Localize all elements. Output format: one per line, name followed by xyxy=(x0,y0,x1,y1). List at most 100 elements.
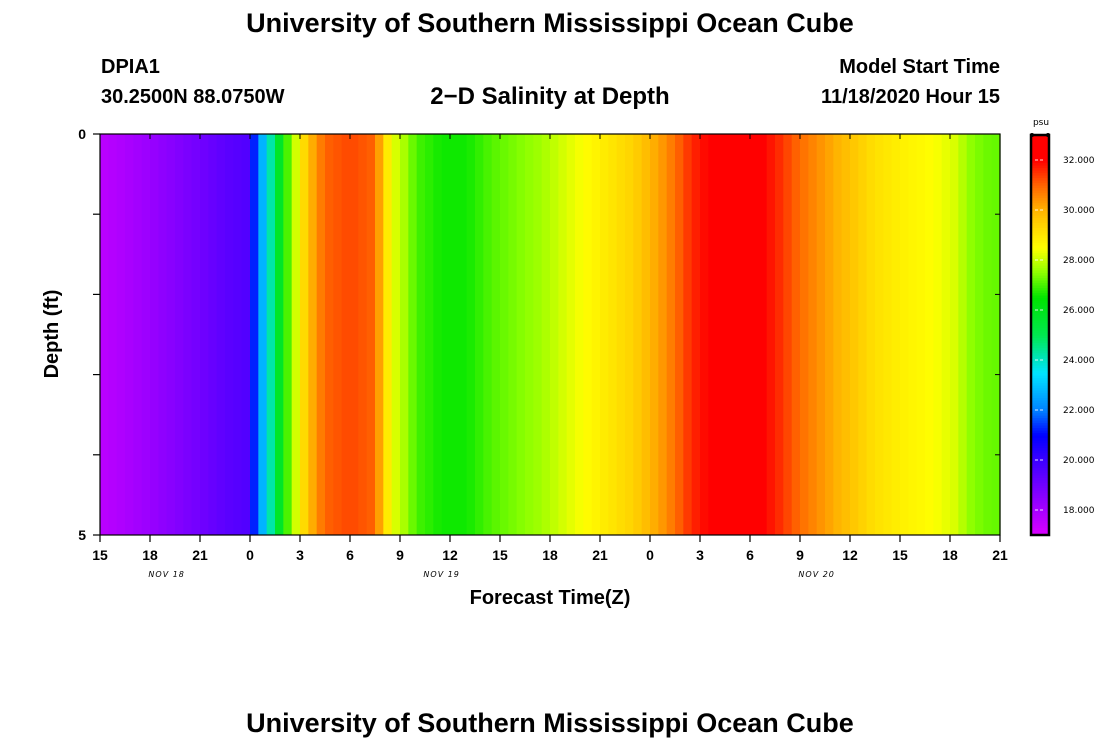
colorbar-cell xyxy=(1031,140,1049,144)
x-axis: 15 18 21 0 3 6 9 12 15 18 21 0 3 6 9 12 15 18 21 NOV 18 NOV … xyxy=(92,134,1008,579)
colorbar-cell xyxy=(1031,172,1049,176)
model-start-label: Model Start Time xyxy=(839,56,1000,78)
heatmap-cell xyxy=(291,134,301,535)
heatmap-cell xyxy=(708,134,718,535)
colorbar-cell xyxy=(1031,307,1049,311)
colorbar-cell xyxy=(1031,265,1049,269)
heatmap-cell xyxy=(658,134,668,535)
colorbar-cell xyxy=(1031,270,1049,274)
colorbar-cell xyxy=(1031,437,1049,441)
heatmap-cell xyxy=(500,134,509,535)
colorbar-cell xyxy=(1031,320,1049,324)
colorbar-cell xyxy=(1031,447,1049,451)
colorbar-end-marker xyxy=(1046,133,1050,137)
colorbar-cell xyxy=(1031,382,1049,386)
heatmap-cell xyxy=(475,134,484,535)
colorbar-cell xyxy=(1031,310,1049,314)
colorbar-tick-label: 30.000 xyxy=(1063,206,1095,216)
x-axis-title: Forecast Time(Z) xyxy=(470,587,631,609)
colorbar-cell xyxy=(1031,317,1049,321)
heatmap-cell xyxy=(758,134,768,535)
colorbar-cell xyxy=(1031,170,1049,174)
colorbar-tick-label: 18.000 xyxy=(1063,506,1095,516)
colorbar-cell xyxy=(1031,337,1049,341)
heatmap-cell xyxy=(691,134,701,535)
colorbar-cell xyxy=(1031,212,1049,216)
colorbar-cell xyxy=(1031,232,1049,236)
heatmap-cell xyxy=(808,134,818,535)
colorbar-cell xyxy=(1031,475,1049,479)
x-tick-label: 0 xyxy=(646,547,654,563)
heatmap-cell xyxy=(266,134,276,535)
colorbar-cell xyxy=(1031,285,1049,289)
colorbar-cell xyxy=(1031,522,1049,526)
colorbar-cell xyxy=(1031,375,1049,379)
colorbar-cell xyxy=(1031,465,1049,469)
x-tick-label: 21 xyxy=(992,547,1008,563)
heatmap-cell xyxy=(525,134,534,535)
colorbar-cell xyxy=(1031,162,1049,166)
heatmap-cell xyxy=(983,134,993,535)
x-tick-label: 9 xyxy=(796,547,804,563)
colorbar-tick-label: 20.000 xyxy=(1063,456,1095,466)
colorbar-cell xyxy=(1031,245,1049,249)
colorbar-cell xyxy=(1031,135,1049,139)
colorbar-cell xyxy=(1031,485,1049,489)
heatmap-cell xyxy=(125,134,134,535)
station-id: DPIA1 xyxy=(101,56,160,78)
heatmap-cell xyxy=(975,134,984,535)
y-axis-title: Depth (ft) xyxy=(41,290,63,379)
title-top: University of Southern Mississippi Ocean… xyxy=(246,8,854,38)
heatmap-cell xyxy=(741,134,751,535)
heatmap-cell xyxy=(158,134,168,535)
colorbar-cell xyxy=(1031,237,1049,241)
x-tick-label: 12 xyxy=(442,547,458,563)
colorbar-cell xyxy=(1031,505,1049,509)
heatmap-cell xyxy=(441,134,451,535)
colorbar-cell xyxy=(1031,525,1049,529)
heatmap-cell xyxy=(583,134,593,535)
colorbar-cell xyxy=(1031,425,1049,429)
heatmap-cell xyxy=(966,134,976,535)
colorbar-tick-label: 28.000 xyxy=(1063,256,1095,266)
colorbar-tick-label: 24.000 xyxy=(1063,356,1095,366)
colorbar-cell xyxy=(1031,422,1049,426)
heatmap-cell xyxy=(925,134,934,535)
heatmap-cell xyxy=(766,134,776,535)
heatmap-cell xyxy=(841,134,851,535)
heatmap-cell xyxy=(891,134,901,535)
colorbar: psu 18.000 20.000 22.000 24.000 26.000 28.000… xyxy=(1029,118,1095,537)
colorbar-cell xyxy=(1031,325,1049,329)
colorbar-cell xyxy=(1031,430,1049,434)
colorbar-tick-label: 26.000 xyxy=(1063,306,1095,316)
colorbar-cell xyxy=(1031,315,1049,319)
heatmap-cell xyxy=(416,134,426,535)
heatmap-cell xyxy=(941,134,951,535)
colorbar-cell xyxy=(1031,332,1049,336)
colorbar-cell xyxy=(1031,192,1049,196)
colorbar-cell xyxy=(1031,205,1049,209)
colorbar-cell xyxy=(1031,352,1049,356)
colorbar-cell xyxy=(1031,490,1049,494)
heatmap-cell xyxy=(533,134,543,535)
heatmap-cell xyxy=(600,134,609,535)
colorbar-cell xyxy=(1031,432,1049,436)
heatmap-cell xyxy=(541,134,551,535)
colorbar-cell xyxy=(1031,330,1049,334)
colorbar-cell xyxy=(1031,312,1049,316)
colorbar-cell xyxy=(1031,347,1049,351)
colorbar-cell xyxy=(1031,257,1049,261)
x-tick-label: 21 xyxy=(192,547,208,563)
heatmap-cell xyxy=(141,134,151,535)
colorbar-cell xyxy=(1031,435,1049,439)
colorbar-cell xyxy=(1031,342,1049,346)
heatmap-cell xyxy=(591,134,601,535)
x-tick-label: 6 xyxy=(746,547,754,563)
heatmap-cell xyxy=(450,134,459,535)
colorbar-cell xyxy=(1031,462,1049,466)
heatmap-cell xyxy=(650,134,659,535)
x-tick-label: 15 xyxy=(92,547,108,563)
colorbar-cell xyxy=(1031,255,1049,259)
heatmap-cell xyxy=(733,134,743,535)
